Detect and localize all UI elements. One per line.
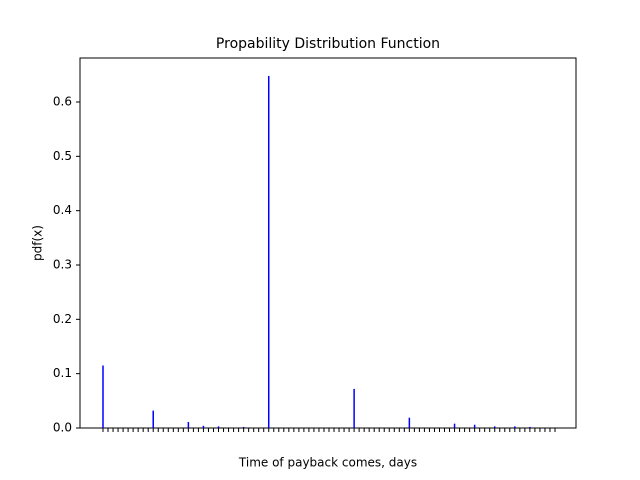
bar <box>529 426 531 428</box>
y-tick-label: 0.1 <box>53 366 72 380</box>
bar <box>453 423 456 428</box>
bar <box>493 426 496 428</box>
bar <box>408 417 411 428</box>
bar <box>102 365 104 428</box>
chart-title: Propability Distribution Function <box>216 36 440 52</box>
y-tick-label: 0.0 <box>53 421 72 435</box>
bar <box>473 424 476 428</box>
bar <box>267 75 270 429</box>
y-axis-label: pdf(x) <box>31 225 45 261</box>
y-tick-label: 0.2 <box>53 312 72 326</box>
bar <box>514 426 516 428</box>
y-tick-label: 0.4 <box>53 203 72 217</box>
bar <box>187 422 190 428</box>
bar <box>202 425 205 428</box>
y-tick-label: 0.5 <box>53 149 72 163</box>
bar <box>242 426 245 428</box>
bar <box>217 426 220 428</box>
bar <box>152 410 154 428</box>
y-tick-label: 0.3 <box>53 258 72 272</box>
axes-frame <box>79 57 577 429</box>
y-tick-label: 0.6 <box>53 95 72 109</box>
x-axis-label: Time of payback comes, days <box>238 456 417 470</box>
bar <box>353 388 355 428</box>
